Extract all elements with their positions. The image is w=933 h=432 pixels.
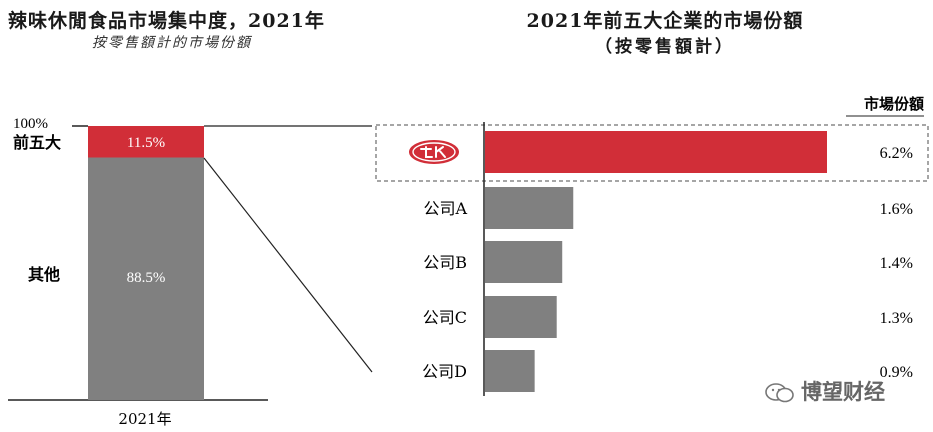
hbar-value-label-3: 1.3%	[880, 310, 913, 327]
hbar-0	[485, 131, 827, 173]
ytick-label-100: 100%	[13, 116, 48, 132]
hbar-category-label-4: 公司D	[422, 362, 467, 381]
xtick-label-2021: 2021年	[118, 410, 171, 428]
hbar-value-label-1: 1.6%	[880, 201, 913, 218]
left-chart-title: 辣味休閒食品市場集中度，2021年	[8, 10, 325, 32]
hbar-category-label-1: 公司A	[423, 199, 467, 218]
right-chart-title: 2021年前五大企業的市場份額	[526, 10, 804, 32]
watermark-text: 博望财经	[801, 380, 885, 404]
hbar-1	[485, 187, 574, 229]
hbar-4	[485, 350, 535, 392]
hbar-3	[485, 296, 557, 338]
wechat-logo-icon	[765, 383, 794, 403]
weilong-logo-icon	[409, 140, 459, 164]
hbar-2	[485, 241, 563, 283]
highlight-dashed-box	[375, 124, 929, 182]
data-label-other: 88.5%	[127, 270, 166, 286]
series-label-top5: 前五大	[13, 133, 61, 152]
left-chart-subtitle: 按零售額計的市場份額	[92, 35, 252, 51]
value-column-header: 市場份額	[864, 95, 924, 113]
connector-line-bottom	[203, 157, 373, 373]
hbar-category-label-3: 公司C	[423, 308, 467, 327]
hbar-value-label-0: 6.2%	[880, 145, 913, 162]
hbar-value-label-4: 0.9%	[880, 364, 913, 381]
stack-segment-top5	[88, 126, 204, 158]
hbar-category-label-2: 公司B	[423, 253, 467, 272]
right-chart-subtitle: （按零售額計）	[595, 37, 735, 57]
hbar-value-label-2: 1.4%	[880, 255, 913, 272]
data-label-top5: 11.5%	[127, 135, 165, 151]
watermark: 博望财经	[765, 376, 885, 406]
stack-segment-other	[88, 157, 204, 400]
series-label-other: 其他	[28, 265, 60, 284]
